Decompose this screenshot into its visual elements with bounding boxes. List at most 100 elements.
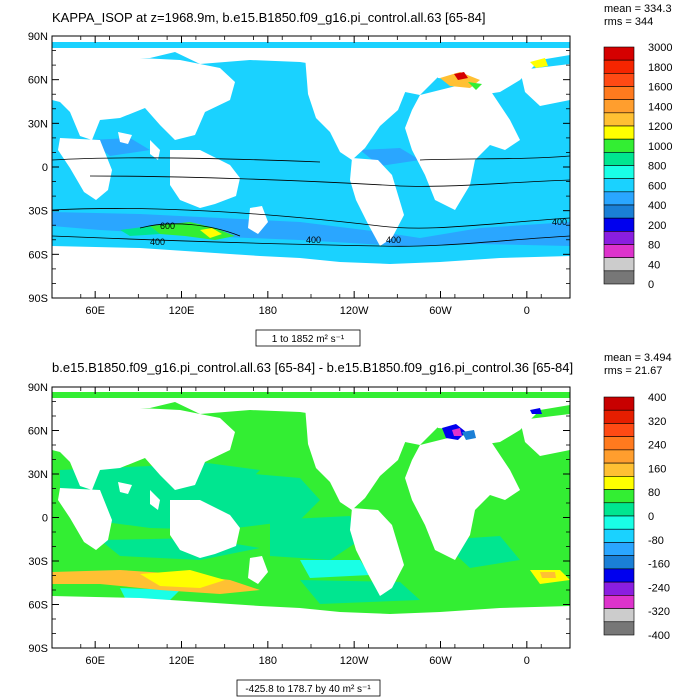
- colorbar-swatch: [603, 449, 635, 464]
- colorbar-label: 200: [648, 220, 666, 232]
- panel1-colorbar: 3000180016001400120010008006004002008040…: [603, 42, 672, 291]
- colorbar-label: 80: [648, 487, 660, 499]
- colorbar-label: 1800: [648, 62, 672, 74]
- x-tick-label: 120W: [340, 305, 369, 317]
- colorbar-label: 400: [648, 200, 666, 212]
- colorbar-label: 0: [648, 511, 654, 523]
- x-tick-label: 60E: [85, 655, 105, 667]
- colorbar-swatch: [603, 125, 635, 140]
- panel2-stat-mean: mean = 3.494: [604, 352, 672, 364]
- colorbar-label: 40: [648, 259, 660, 271]
- y-tick-label: 0: [42, 162, 48, 174]
- colorbar-label: 1000: [648, 141, 672, 153]
- panel1-contour-label-400a: 400: [150, 237, 165, 247]
- x-tick-label: 120E: [169, 305, 195, 317]
- y-tick-label: 90S: [28, 643, 48, 655]
- panel1-contour-label-400c: 400: [386, 235, 401, 245]
- colorbar-swatch: [603, 528, 635, 543]
- colorbar-label: 240: [648, 440, 666, 452]
- panel2-positive-patches: [52, 570, 570, 594]
- panel-bottom: b.e15.B1850.f09_g16.pi_control.all.63 [6…: [28, 352, 672, 697]
- y-tick-label: 0: [42, 513, 48, 525]
- colorbar-swatch: [603, 257, 635, 272]
- panel2-title: b.e15.B1850.f09_g16.pi_control.all.63 [6…: [52, 360, 573, 375]
- colorbar-label: 1600: [648, 82, 672, 94]
- colorbar-label: -80: [648, 535, 664, 547]
- panel-top: KAPPA_ISOP at z=1968.9m, b.e15.B1850.f09…: [28, 3, 672, 347]
- colorbar-swatch: [603, 244, 635, 258]
- panel1-southern-band: [52, 212, 570, 246]
- y-tick-label: 90N: [28, 31, 48, 43]
- colorbar-swatch: [603, 204, 635, 219]
- panel1-range-label: 1 to 1852 m² s⁻¹: [272, 334, 345, 345]
- panel2-labrador-patch: [442, 408, 542, 440]
- colorbar-swatch: [603, 165, 635, 179]
- x-tick-label: 120E: [169, 655, 195, 667]
- colorbar-label: -240: [648, 582, 670, 594]
- colorbar-label: 800: [648, 161, 666, 173]
- panel1-x-axis: 60E 120E 180 120W 60W 0: [51, 36, 571, 317]
- colorbar-label: -320: [648, 606, 670, 618]
- panel1-contour-label-600: 600: [160, 221, 175, 231]
- colorbar-swatch: [603, 178, 635, 193]
- colorbar-swatch: [603, 217, 635, 232]
- panel2-y-axis: 90N 60N 30N 0 30S 60S 90S: [28, 382, 570, 655]
- colorbar-swatch: [603, 152, 635, 166]
- y-tick-label: 60N: [28, 75, 48, 87]
- colorbar-swatch: [603, 73, 635, 87]
- panel1-title: KAPPA_ISOP at z=1968.9m, b.e15.B1850.f09…: [52, 10, 486, 25]
- y-tick-label: 90N: [28, 382, 48, 394]
- colorbar-swatch: [603, 396, 635, 411]
- colorbar-swatch: [603, 191, 635, 206]
- x-tick-label: 0: [524, 305, 530, 317]
- y-tick-label: 60N: [28, 426, 48, 438]
- panel1-contours: [52, 155, 570, 247]
- colorbar-label: 1400: [648, 101, 672, 113]
- x-tick-label: 180: [259, 305, 277, 317]
- colorbar-swatch: [603, 112, 635, 127]
- colorbar-swatch: [603, 409, 635, 424]
- panel2-map: [52, 387, 570, 648]
- x-tick-label: 0: [524, 655, 530, 667]
- colorbar-swatch: [603, 621, 635, 636]
- y-tick-label: 60S: [28, 600, 48, 612]
- x-tick-label: 60E: [85, 305, 105, 317]
- colorbar-label: 400: [648, 392, 666, 404]
- panel2-range-box: [236, 679, 381, 697]
- y-tick-label: 60S: [28, 249, 48, 261]
- panel1-range-box: [255, 329, 361, 347]
- panel2-colorbar: 400 320 240 160 80 0 -80 -160 -240 -320 -400: [603, 392, 670, 642]
- panel2-stat-rms: rms = 21.67: [604, 365, 662, 377]
- panel1-stat-mean: mean = 334.3: [604, 3, 672, 15]
- colorbar-swatch: [603, 476, 635, 490]
- colorbar-swatch: [603, 46, 635, 61]
- y-tick-label: 30N: [28, 469, 48, 481]
- colorbar-swatch: [603, 231, 635, 245]
- colorbar-swatch: [603, 595, 635, 609]
- colorbar-swatch: [603, 608, 635, 623]
- panel1-map: 600 400 400 400 400: [52, 36, 570, 298]
- panel2-range-label: -425.8 to 178.7 by 40 m² s⁻¹: [245, 684, 371, 695]
- colorbar-label: 0: [648, 279, 654, 291]
- colorbar-swatch: [603, 59, 635, 74]
- colorbar-label: -160: [648, 559, 670, 571]
- colorbar-swatch: [603, 581, 635, 596]
- colorbar-label: 160: [648, 463, 666, 475]
- colorbar-label: 600: [648, 180, 666, 192]
- panel1-y-axis: 90N 60N 30N 0 30S 60S 90S: [28, 31, 570, 305]
- colorbar-label: 3000: [648, 42, 672, 54]
- x-tick-label: 120W: [340, 655, 369, 667]
- colorbar-swatch: [603, 99, 635, 114]
- x-tick-label: 180: [259, 655, 277, 667]
- colorbar-swatch: [603, 436, 635, 451]
- colorbar-swatch: [603, 138, 635, 153]
- colorbar-swatch: [603, 555, 635, 570]
- colorbar-label: 80: [648, 240, 660, 252]
- colorbar-label: 320: [648, 416, 666, 428]
- panel1-contour-label-400b: 400: [306, 235, 321, 245]
- colorbar-swatch: [603, 462, 635, 477]
- y-tick-label: 30S: [28, 206, 48, 218]
- colorbar-swatch: [603, 568, 635, 583]
- colorbar-label: 1200: [648, 121, 672, 133]
- colorbar-swatch: [603, 86, 635, 100]
